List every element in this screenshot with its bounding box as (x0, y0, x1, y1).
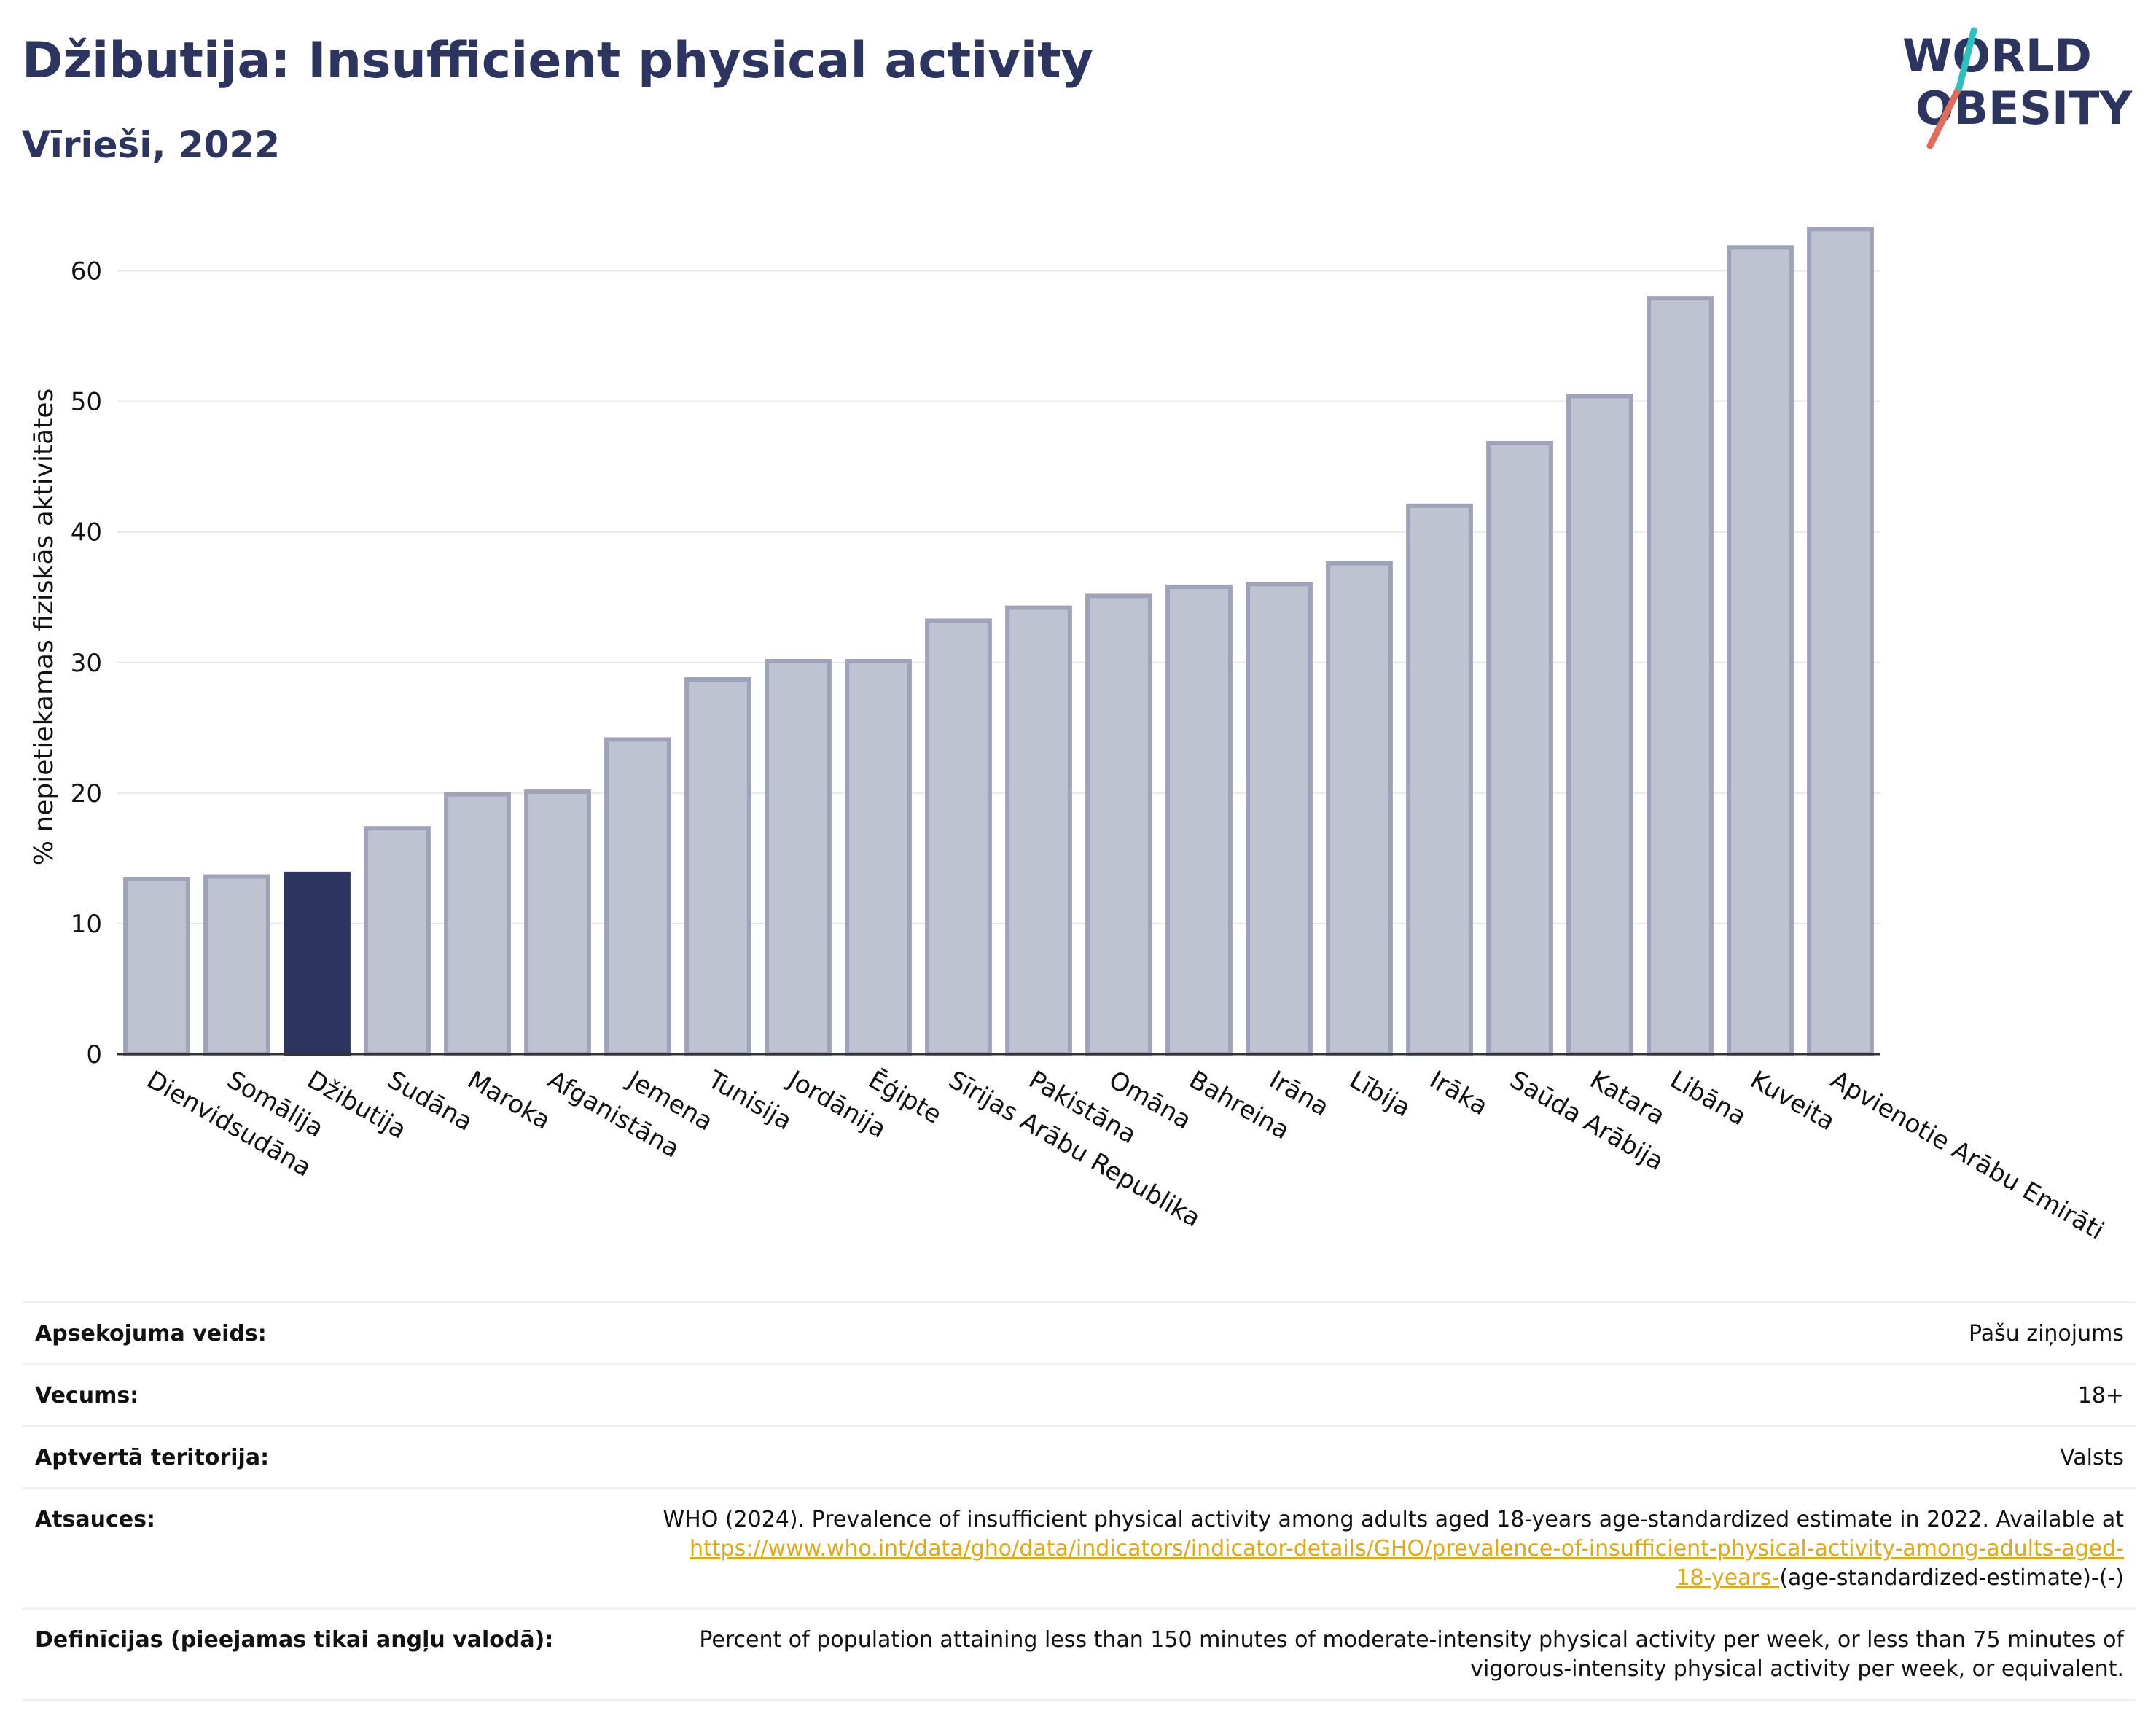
metadata-table: Apsekojuma veids: Pašu ziņojums Vecums: … (22, 1301, 2136, 1701)
world-obesity-logo: WORLD OBESITY (1902, 27, 2133, 149)
definitions-line1: Percent of population attaining less tha… (699, 1627, 2124, 1653)
bar (1246, 582, 1313, 1056)
y-tick-label: 20 (71, 779, 102, 808)
bar (925, 618, 992, 1056)
bar (1727, 245, 1794, 1057)
definitions-line2: vigorous-intensity physical activity per… (1470, 1656, 2124, 1682)
references-link-line1[interactable]: https://www.who.int/data/gho/data/indica… (690, 1536, 2124, 1562)
y-axis-label: % nepietiekamas fiziskās aktivitātes (29, 389, 59, 865)
logo-slash-red (1926, 84, 1963, 149)
meta-row-survey: Apsekojuma veids: Pašu ziņojums (22, 1303, 2136, 1365)
references-label: Atsauces: (35, 1507, 155, 1532)
logo-slash-teal (1956, 27, 1977, 91)
references-link-line2[interactable]: 18-years- (1676, 1565, 1780, 1591)
definitions-value: Percent of population attaining less tha… (699, 1626, 2136, 1684)
meta-row-age: Vecums: 18+ (22, 1365, 2136, 1427)
bar (1005, 605, 1072, 1056)
chart-title: Džibutija: Insufficient physical activit… (22, 32, 1093, 90)
bar (1486, 440, 1553, 1056)
x-tick-labels: DienvidsudānaSomālijaDžibutijaSudānaMaro… (142, 1064, 2109, 1246)
references-value: WHO (2024). Prevalence of insufficient p… (663, 1505, 2136, 1593)
references-suffix: (age-standardized-estimate)-(-) (1779, 1565, 2124, 1591)
x-tick-label: Tunisija (703, 1065, 797, 1136)
logo-line1: WORLD (1902, 29, 2092, 82)
age-label: Vecums: (35, 1383, 139, 1408)
age-value: 18+ (2077, 1383, 2124, 1408)
bar (123, 877, 190, 1056)
survey-value: Pašu ziņojums (1969, 1321, 2124, 1346)
x-tick-label: Lībija (1345, 1065, 1416, 1123)
meta-row-references: Atsauces: WHO (2024). Prevalence of insu… (22, 1489, 2136, 1610)
y-tick-label: 0 (86, 1040, 102, 1069)
x-tick-label: Maroka (463, 1065, 556, 1136)
bar (684, 677, 751, 1056)
bar (1406, 503, 1473, 1056)
bar (845, 658, 912, 1056)
y-tick-label: 40 (71, 518, 102, 547)
coverage-value: Valsts (2060, 1445, 2124, 1470)
bar (1085, 593, 1152, 1056)
bar (444, 792, 511, 1057)
meta-row-coverage: Aptvertā teritorija: Valsts (22, 1427, 2136, 1489)
y-tick-label: 60 (71, 257, 102, 286)
bar (1326, 561, 1393, 1056)
bar (1165, 584, 1233, 1056)
chart-subtitle: Vīrieši, 2022 (22, 124, 281, 166)
y-tick-label: 50 (71, 388, 102, 417)
x-tick-label: Libāna (1665, 1065, 1751, 1131)
bar (765, 658, 832, 1056)
bar-chart: 0 10 20 30 40 50 60 DienvidsudānaSomālijaDžibu… (29, 227, 2109, 1246)
bar (524, 789, 591, 1057)
bar (364, 826, 431, 1056)
x-tick-label: Kuveita (1746, 1065, 1840, 1136)
x-tick-label: Irāka (1425, 1065, 1493, 1121)
coverage-label: Aptvertā teritorija: (35, 1445, 270, 1470)
y-tick-label: 30 (71, 649, 102, 678)
bar-highlighted (284, 871, 351, 1057)
y-tick-label: 10 (71, 910, 102, 939)
x-tick-label: Apvienotie Arābu Emirāti (1826, 1065, 2109, 1246)
bar (1807, 227, 1874, 1056)
bar (203, 874, 270, 1057)
bar (1566, 394, 1633, 1056)
y-tick-labels: 0 10 20 30 40 50 60 (71, 257, 102, 1069)
definitions-label: Definīcijas (pieejamas tikai angļu valod… (35, 1627, 554, 1653)
references-text: WHO (2024). Prevalence of insufficient p… (663, 1507, 2124, 1532)
meta-row-definitions: Definīcijas (pieejamas tikai angļu valod… (22, 1610, 2136, 1701)
bar (1647, 296, 1714, 1056)
survey-label: Apsekojuma veids: (35, 1321, 267, 1346)
bars (123, 227, 1874, 1057)
bar (604, 737, 671, 1056)
